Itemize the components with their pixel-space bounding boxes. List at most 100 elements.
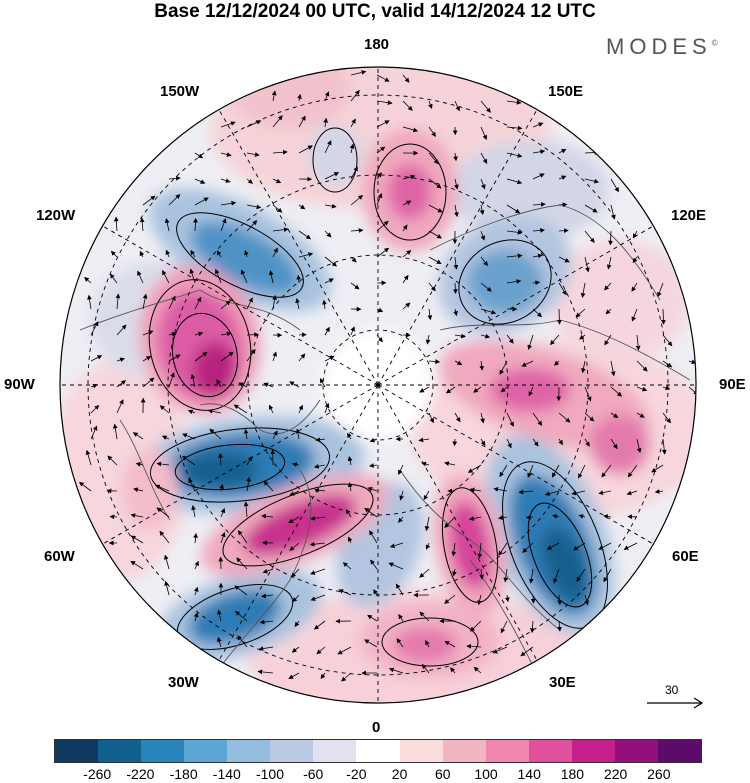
wind-vector (661, 438, 667, 455)
wind-vector (636, 360, 648, 372)
brand-mark: © (711, 38, 718, 48)
wind-vector (402, 224, 408, 232)
wind-vector (291, 462, 300, 467)
wind-vector (298, 145, 313, 154)
wind-vector (272, 294, 277, 310)
wind-vector (319, 378, 326, 388)
wind-vector (632, 256, 638, 263)
wind-vector (367, 486, 378, 492)
wind-vector (402, 302, 411, 310)
wind-vector (323, 117, 329, 128)
wind-vector (480, 438, 486, 446)
wind-vector (425, 334, 431, 345)
wind-vector (217, 609, 222, 622)
wind-vector (520, 646, 534, 657)
wind-vector (373, 589, 378, 596)
wind-vector (90, 355, 103, 362)
wind-vector (469, 487, 482, 493)
wind-vector (376, 100, 393, 105)
wind-vector (598, 490, 612, 496)
wind-vector (571, 490, 586, 496)
wind-vector (498, 542, 508, 556)
wind-vector (298, 230, 312, 240)
wind-vector (454, 333, 466, 339)
wind-vector (626, 490, 638, 496)
wind-vector (418, 437, 430, 443)
wind-vector (632, 230, 638, 239)
colorbar-segment (571, 740, 615, 762)
wind-vector (298, 204, 306, 210)
wind-vector (396, 638, 404, 648)
lon-label-30w: 30W (168, 674, 199, 691)
wind-vector (207, 408, 222, 414)
wind-vector (402, 100, 413, 111)
wind-vector (558, 228, 569, 234)
wind-vector (444, 594, 456, 604)
wind-vector (234, 610, 248, 622)
wind-vector (506, 253, 523, 259)
wind-vector (347, 536, 353, 544)
wind-vector (324, 326, 330, 336)
wind-vector (388, 667, 404, 674)
wind-vector (246, 476, 251, 492)
wind-vector (310, 594, 326, 601)
wind-vector (84, 276, 92, 284)
wind-vector (313, 620, 326, 630)
anomaly-field (60, 67, 696, 703)
wind-vector (237, 635, 248, 648)
wind-vector (506, 438, 512, 449)
wind-vectors (78, 70, 696, 682)
wind-vector (315, 437, 326, 443)
wind-vector (480, 333, 491, 339)
wind-vector (272, 115, 283, 128)
wind-vector (109, 273, 118, 284)
wind-vector (419, 386, 430, 393)
wind-vector (218, 453, 223, 466)
wind-vector (87, 294, 92, 310)
wind-vector (261, 593, 274, 599)
wind-vector (428, 359, 441, 364)
wind-vector (421, 663, 430, 674)
colorbar-segment (270, 740, 314, 762)
wind-vector (350, 326, 355, 336)
wind-vector (350, 118, 356, 128)
colorbar-label: -20 (346, 766, 367, 782)
wind-vector (554, 360, 560, 366)
wind-vector (402, 74, 410, 83)
wind-vector (90, 383, 98, 389)
wind-vector (78, 481, 92, 492)
colorbar-segment (442, 740, 486, 762)
wind-vector (271, 90, 277, 102)
wind-vector (506, 178, 523, 185)
wind-vector (636, 438, 642, 454)
wind-vector (298, 404, 303, 414)
wind-vector (214, 268, 222, 284)
wind-vector (168, 175, 181, 181)
wind-vector (528, 386, 534, 397)
wind-vector (289, 381, 300, 388)
colorbar-label: 260 (647, 766, 671, 782)
wind-vector (532, 228, 545, 233)
wind-vector (369, 463, 378, 468)
colorbar-segment (657, 740, 701, 762)
wind-vector (364, 639, 378, 648)
wind-vector (233, 404, 248, 414)
wind-vector (584, 386, 592, 402)
wind-vector (584, 412, 595, 422)
wind-vector (506, 230, 523, 235)
wind-vector (257, 669, 274, 675)
wind-vector (107, 455, 118, 466)
wind-vector (324, 402, 330, 414)
wind-vector (425, 542, 431, 550)
wind-vector (291, 646, 300, 653)
colorbar-label: -180 (169, 766, 198, 782)
wind-vector (298, 115, 306, 128)
wind-vector (402, 174, 416, 180)
wind-vector (322, 299, 327, 310)
wind-vector (578, 464, 586, 479)
wind-vector (402, 126, 419, 133)
wind-vector (90, 321, 99, 336)
wind-vector (492, 646, 508, 654)
colorbar-label: -140 (212, 766, 241, 782)
wind-vector (452, 438, 458, 447)
